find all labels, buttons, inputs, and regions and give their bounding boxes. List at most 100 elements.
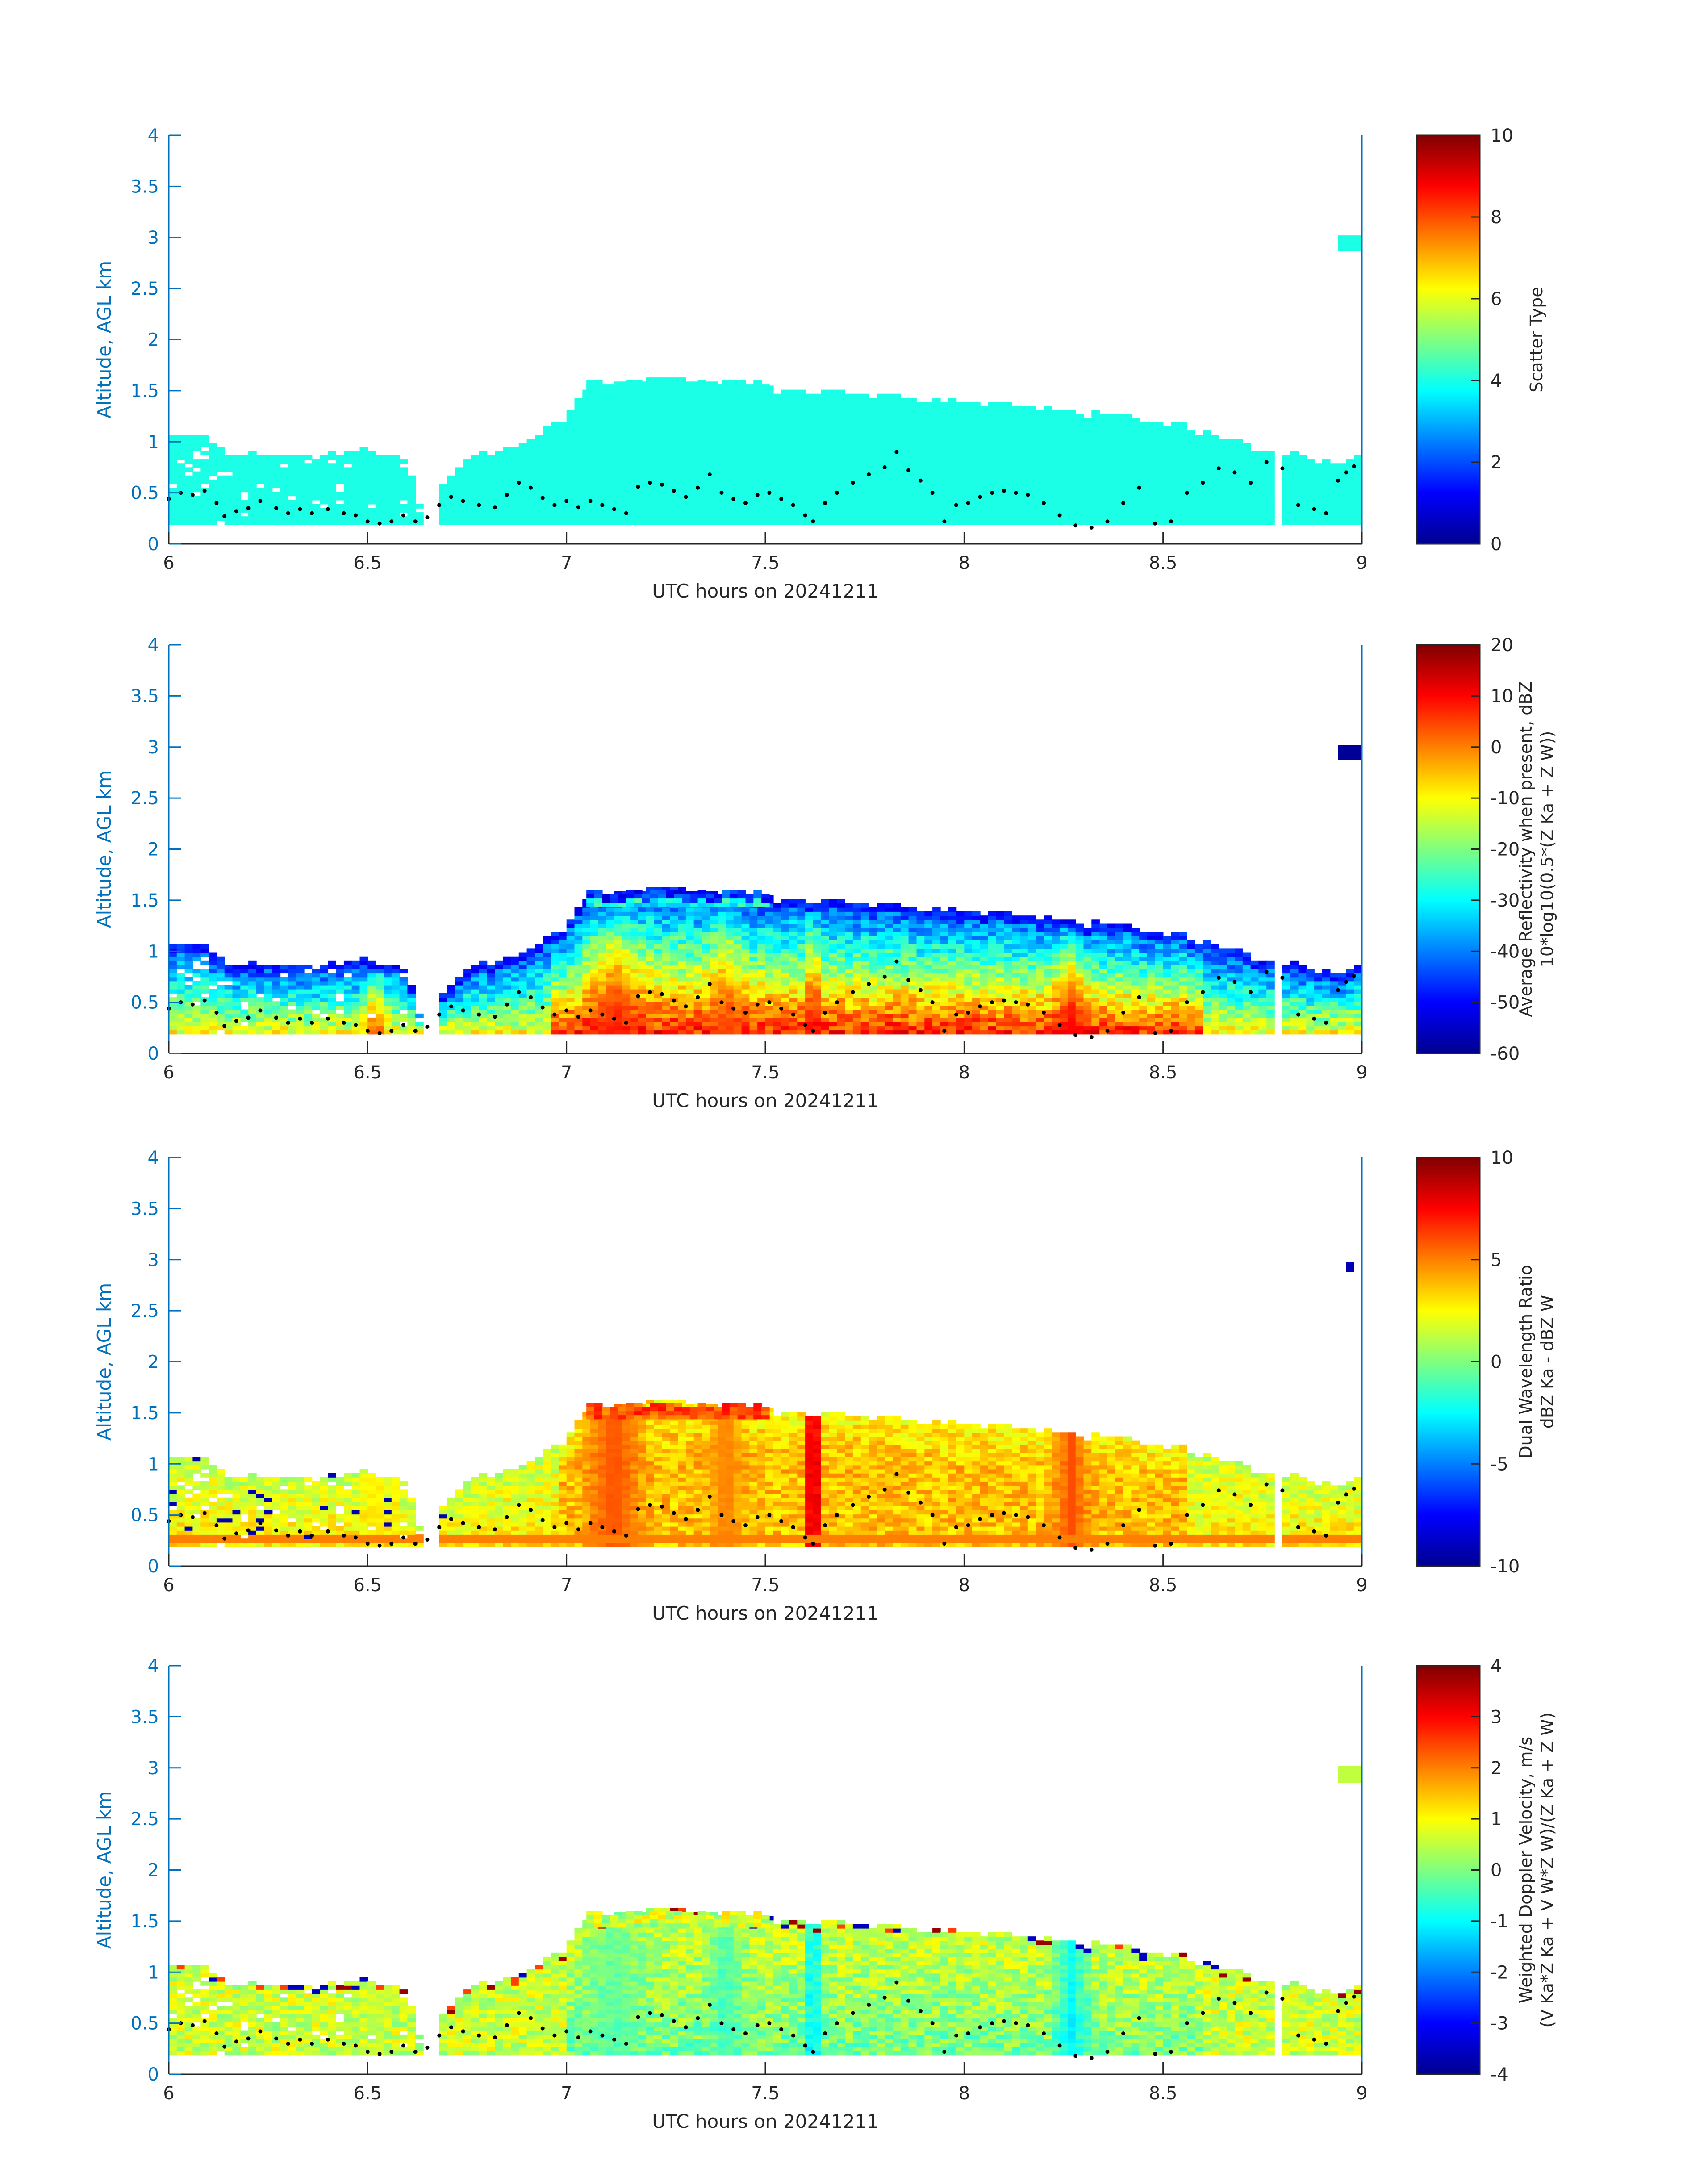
heatmap-cell (1194, 500, 1203, 505)
heatmap-cell (248, 508, 257, 513)
heatmap-cell (797, 484, 806, 488)
heatmap-cell (169, 463, 177, 468)
heatmap-cell (184, 492, 193, 497)
heatmap-cell (264, 973, 273, 978)
heatmap-cell (1083, 504, 1092, 509)
heatmap-cell (598, 907, 607, 912)
heatmap-cell (487, 459, 496, 464)
heatmap-cell (439, 993, 448, 998)
heatmap-cell (463, 496, 472, 501)
heatmap-cell (1139, 430, 1148, 435)
heatmap-cell (328, 1022, 336, 1027)
heatmap-cell (224, 993, 233, 998)
heatmap-cell (574, 977, 583, 982)
heatmap-cell (1298, 496, 1307, 501)
heatmap-cell (1020, 406, 1028, 411)
heatmap-cell (869, 508, 877, 513)
heatmap-cell (940, 455, 949, 460)
colorbar-tick-label: 6 (1491, 289, 1502, 309)
heatmap-cell (710, 430, 718, 435)
heatmap-cell (463, 500, 472, 505)
heatmap-cell (1227, 500, 1235, 505)
heatmap-cell (511, 463, 519, 468)
heatmap-cell (869, 443, 877, 447)
heatmap-cell (192, 1022, 201, 1027)
heatmap-cell (797, 435, 806, 439)
heatmap-cell (1060, 439, 1068, 443)
heatmap-cell (646, 484, 655, 488)
heatmap-cell (384, 459, 392, 464)
heatmap-cell (1163, 488, 1172, 493)
heatmap-cell (256, 455, 265, 460)
colorbar-tick-label: 8 (1491, 207, 1502, 228)
heatmap-cell (1219, 479, 1227, 484)
heatmap-cell (184, 467, 193, 472)
heatmap-cell (280, 512, 288, 517)
heatmap-cell (789, 406, 798, 411)
boundary-dot (906, 468, 911, 472)
heatmap-cell (376, 1005, 384, 1010)
heatmap-cell (1060, 500, 1068, 505)
heatmap-cell (336, 508, 344, 513)
heatmap-cell (996, 512, 1005, 517)
heatmap-cell (1227, 471, 1235, 476)
heatmap-cell (1012, 520, 1020, 525)
heatmap-cell (765, 471, 774, 476)
heatmap-cell (789, 471, 798, 476)
heatmap-cell (1099, 418, 1108, 423)
heatmap-cell (710, 397, 718, 402)
heatmap-cell (391, 455, 400, 460)
heatmap-cell (543, 455, 551, 460)
heatmap-cell (590, 422, 599, 427)
heatmap-cell (718, 406, 726, 411)
heatmap-cell (535, 973, 543, 978)
heatmap-cell (463, 1013, 472, 1018)
heatmap-cell (749, 422, 758, 427)
heatmap-cell (447, 520, 456, 525)
heatmap-cell (948, 459, 957, 464)
heatmap-cell (169, 981, 177, 986)
heatmap-cell (1203, 492, 1211, 497)
heatmap-cell (924, 479, 933, 484)
heatmap-cell (900, 471, 909, 476)
heatmap-cell (463, 993, 472, 998)
heatmap-cell (566, 463, 575, 468)
heatmap-cell (1219, 520, 1227, 525)
heatmap-cell (869, 439, 877, 443)
heatmap-cell (272, 965, 281, 969)
heatmap-cell (367, 1017, 376, 1022)
heatmap-cell (630, 463, 639, 468)
heatmap-cell (622, 1009, 631, 1014)
heatmap-cell (948, 397, 957, 402)
heatmap-cell (169, 965, 177, 969)
heatmap-cell (789, 463, 798, 468)
heatmap-cell (479, 504, 488, 509)
heatmap-cell (256, 989, 265, 994)
boundary-dot (791, 503, 795, 507)
heatmap-cell (893, 455, 901, 460)
heatmap-cell (980, 488, 989, 493)
heatmap-cell (749, 402, 758, 406)
heatmap-cell (733, 426, 742, 431)
heatmap-cell (288, 459, 296, 464)
heatmap-cell (336, 1013, 344, 1018)
heatmap-cell (1123, 418, 1132, 423)
heatmap-cell (678, 492, 686, 497)
heatmap-cell (487, 488, 496, 493)
heatmap-cell (479, 977, 488, 982)
heatmap-cell (606, 488, 615, 493)
heatmap-cell (797, 500, 806, 505)
heatmap-cell (741, 459, 750, 464)
heatmap-cell (781, 492, 790, 497)
heatmap-cell (384, 985, 392, 990)
heatmap-cell (280, 1030, 288, 1035)
heatmap-cell (566, 1009, 575, 1014)
heatmap-cell (940, 496, 949, 501)
heatmap-cell (606, 977, 615, 982)
heatmap-cell (176, 435, 185, 439)
heatmap-cell (543, 952, 551, 957)
heatmap-cell (964, 447, 973, 451)
heatmap-cell (582, 1030, 591, 1035)
heatmap-cell (551, 932, 559, 936)
heatmap-cell (590, 932, 599, 936)
